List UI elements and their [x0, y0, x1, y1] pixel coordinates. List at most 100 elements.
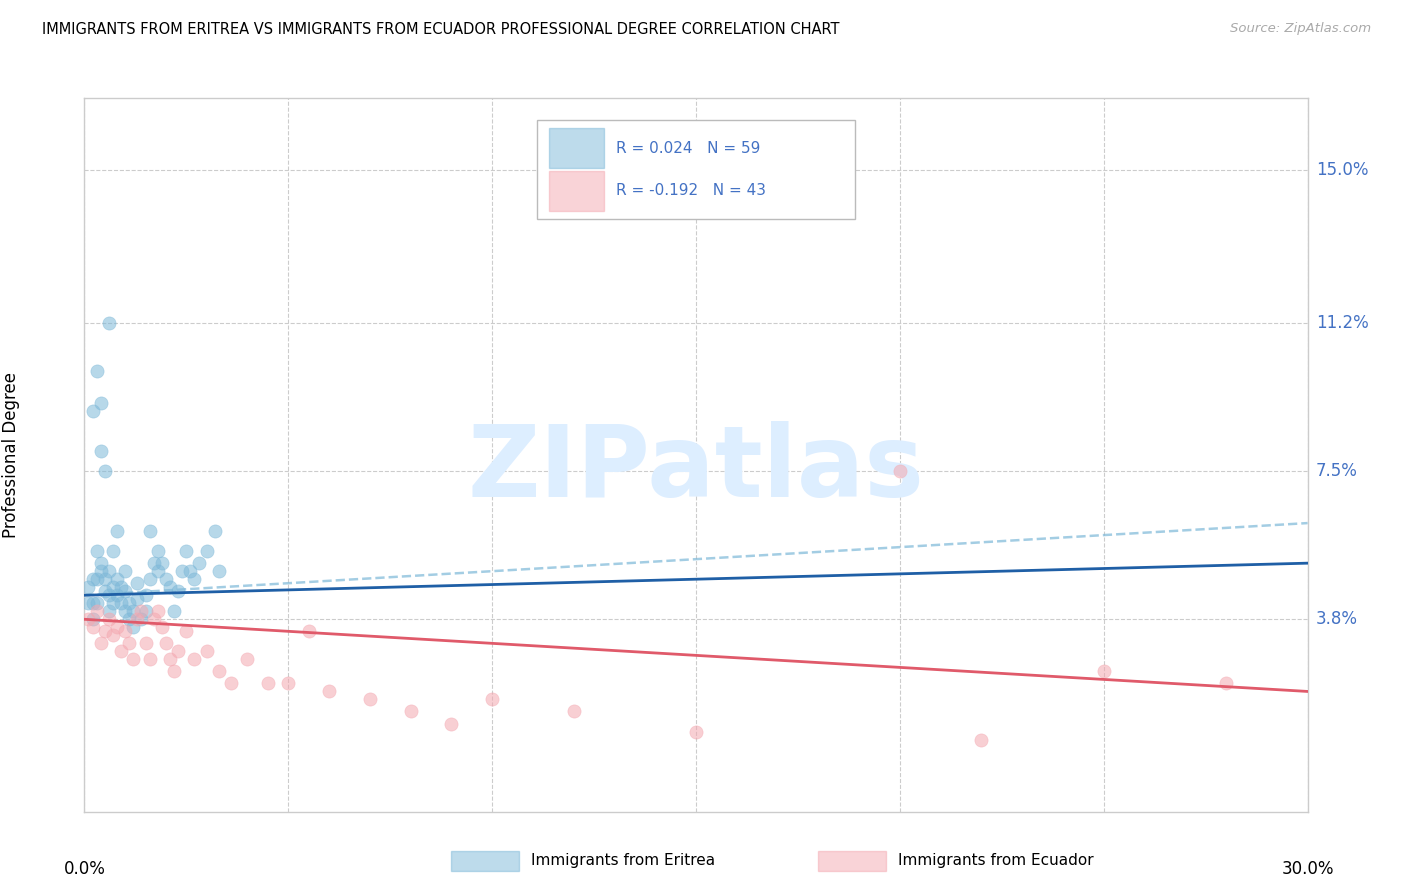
Point [122, 620, 145, 634]
Point [86, 604, 108, 618]
Text: ZIPatlas: ZIPatlas [468, 421, 924, 517]
Point [110, 580, 132, 594]
Point [110, 596, 132, 610]
Point [481, 692, 503, 706]
Point [93, 464, 115, 478]
Point [77, 580, 100, 594]
Point [101, 544, 124, 558]
Point [97, 588, 120, 602]
Text: Immigrants from Ecuador: Immigrants from Ecuador [898, 854, 1094, 869]
Point [114, 584, 136, 599]
Text: R = -0.192   N = 43: R = -0.192 N = 43 [616, 184, 766, 198]
Point [1215, 676, 1237, 690]
Point [90, 396, 112, 410]
Point [86, 544, 108, 558]
Point [889, 464, 911, 478]
Point [195, 544, 218, 558]
Point [86, 364, 108, 378]
Point [77, 596, 100, 610]
Point [122, 604, 145, 618]
Point [167, 584, 190, 599]
Point [562, 705, 585, 719]
Text: IMMIGRANTS FROM ERITREA VS IMMIGRANTS FROM ECUADOR PROFESSIONAL DEGREE CORRELATI: IMMIGRANTS FROM ERITREA VS IMMIGRANTS FR… [42, 22, 839, 37]
Point [105, 620, 128, 634]
Point [159, 580, 181, 594]
Point [82, 404, 104, 418]
Point [257, 676, 280, 690]
Point [440, 716, 463, 731]
Text: R = 0.024   N = 59: R = 0.024 N = 59 [616, 141, 761, 155]
Point [150, 620, 173, 634]
Point [90, 444, 112, 458]
Point [118, 636, 141, 650]
Point [114, 604, 136, 618]
Text: Professional Degree: Professional Degree [1, 372, 20, 538]
Point [97, 316, 120, 330]
Point [127, 576, 149, 591]
Point [90, 556, 112, 570]
Point [685, 724, 707, 739]
Point [127, 592, 149, 607]
Point [146, 564, 169, 578]
Point [97, 564, 120, 578]
Point [298, 624, 321, 639]
Point [93, 572, 115, 586]
Text: Immigrants from Eritrea: Immigrants from Eritrea [531, 854, 716, 869]
Point [970, 732, 993, 747]
Point [1092, 665, 1115, 679]
Point [150, 556, 173, 570]
Point [208, 564, 231, 578]
Point [101, 596, 124, 610]
Point [163, 665, 186, 679]
Point [318, 684, 340, 698]
Point [399, 705, 422, 719]
Point [163, 604, 186, 618]
Point [97, 612, 120, 626]
Point [90, 564, 112, 578]
Point [146, 604, 169, 618]
Point [114, 624, 136, 639]
Point [82, 596, 104, 610]
Point [127, 612, 149, 626]
Bar [818, 851, 886, 871]
Point [359, 692, 381, 706]
Point [236, 652, 259, 666]
Point [183, 652, 205, 666]
Text: 7.5%: 7.5% [1316, 462, 1358, 480]
Point [142, 612, 165, 626]
Point [93, 624, 115, 639]
Text: 30.0%: 30.0% [1281, 860, 1334, 878]
Point [97, 604, 120, 618]
Point [135, 604, 157, 618]
Point [86, 596, 108, 610]
Point [77, 612, 100, 626]
Point [118, 596, 141, 610]
Point [204, 524, 226, 538]
Point [135, 636, 157, 650]
Point [277, 676, 299, 690]
Point [219, 676, 242, 690]
Point [138, 572, 160, 586]
Point [105, 524, 128, 538]
FancyBboxPatch shape [537, 120, 855, 219]
Point [155, 636, 177, 650]
Point [105, 572, 128, 586]
Text: 15.0%: 15.0% [1316, 161, 1368, 179]
Point [122, 652, 145, 666]
Point [90, 636, 112, 650]
Point [142, 556, 165, 570]
Point [172, 564, 194, 578]
Point [174, 544, 197, 558]
Point [167, 644, 190, 658]
Point [187, 556, 209, 570]
Point [183, 572, 205, 586]
Bar [550, 171, 605, 211]
Point [131, 604, 153, 618]
Point [114, 564, 136, 578]
Point [82, 620, 104, 634]
Point [138, 652, 160, 666]
Point [208, 665, 231, 679]
Point [155, 572, 177, 586]
Point [101, 628, 124, 642]
Text: 3.8%: 3.8% [1316, 610, 1358, 628]
